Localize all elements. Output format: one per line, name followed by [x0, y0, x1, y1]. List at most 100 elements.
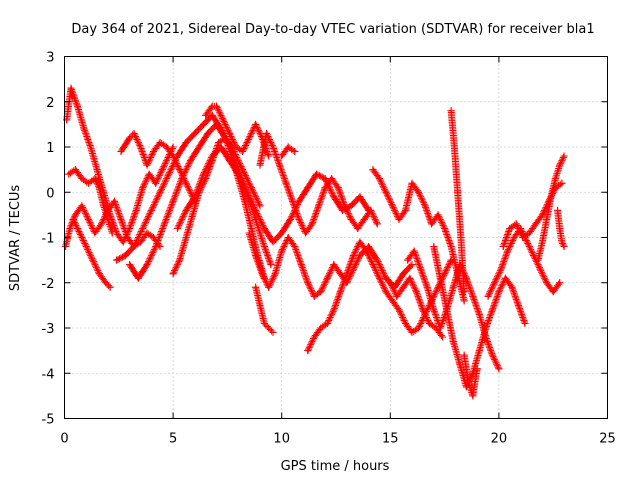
- x-tick-label: 10: [273, 432, 290, 447]
- data-point: [195, 143, 203, 151]
- data-point: [556, 161, 564, 169]
- data-point: [373, 220, 381, 228]
- data-point: [482, 324, 490, 332]
- data-point: [245, 134, 253, 142]
- data-point: [243, 188, 251, 196]
- data-point: [165, 170, 173, 178]
- data-point: [521, 319, 529, 327]
- data-point: [360, 215, 368, 223]
- data-point: [382, 274, 390, 282]
- data-point: [454, 188, 462, 196]
- y-axis-label: SDTVAR / TECUs: [8, 185, 23, 292]
- data-point: [106, 283, 114, 291]
- series-track-21: [460, 351, 481, 400]
- data-point: [497, 265, 505, 273]
- data-point: [506, 224, 514, 232]
- y-tick-label: 2: [46, 96, 54, 111]
- data-point: [200, 170, 208, 178]
- data-point: [369, 166, 377, 174]
- y-tick-label: 1: [46, 141, 54, 156]
- data-point: [91, 229, 99, 237]
- data-point: [508, 283, 516, 291]
- data-point: [226, 157, 234, 165]
- data-point: [436, 274, 444, 282]
- data-point: [373, 256, 381, 264]
- data-point: [265, 283, 273, 291]
- data-point: [173, 224, 181, 232]
- data-point: [256, 202, 264, 210]
- data-point: [302, 229, 310, 237]
- data-point: [78, 202, 86, 210]
- data-point: [169, 143, 177, 151]
- data-point: [382, 188, 390, 196]
- data-point: [130, 129, 138, 137]
- data-point: [182, 179, 190, 187]
- data-point: [160, 220, 168, 228]
- data-point: [362, 247, 370, 255]
- data-point: [525, 229, 533, 237]
- data-point: [66, 224, 74, 232]
- data-point: [95, 270, 103, 278]
- data-point: [519, 234, 527, 241]
- data-point: [428, 220, 436, 228]
- data-point: [178, 175, 186, 183]
- data-point: [291, 243, 299, 251]
- data-point: [417, 265, 425, 273]
- data-point: [163, 143, 171, 151]
- data-point: [295, 215, 303, 223]
- data-point: [501, 274, 509, 282]
- data-point: [399, 283, 407, 291]
- data-point: [221, 134, 229, 142]
- data-point: [347, 202, 355, 210]
- series-track-10: [202, 102, 273, 160]
- data-point: [488, 351, 496, 359]
- data-point: [74, 102, 82, 110]
- data-point: [137, 143, 145, 151]
- data-point: [491, 279, 499, 287]
- data-point: [65, 170, 73, 178]
- data-point: [204, 129, 212, 137]
- data-point: [504, 247, 512, 255]
- data-point: [449, 338, 457, 346]
- data-point: [117, 148, 125, 156]
- series-track-22: [484, 224, 564, 300]
- data-point: [315, 202, 323, 210]
- data-point: [356, 252, 364, 260]
- data-point: [200, 120, 208, 128]
- data-point: [252, 206, 260, 214]
- data-point: [80, 125, 88, 133]
- data-point: [430, 243, 438, 251]
- x-tick-label: 20: [491, 432, 508, 447]
- data-point: [130, 243, 138, 251]
- data-point: [514, 301, 522, 309]
- data-point: [252, 252, 260, 260]
- data-point: [139, 224, 147, 232]
- data-point: [156, 188, 164, 196]
- data-point: [402, 319, 410, 327]
- data-point: [117, 215, 125, 223]
- data-point: [182, 234, 190, 241]
- data-point: [265, 324, 273, 332]
- data-point: [256, 161, 264, 169]
- data-point: [460, 297, 468, 305]
- data-point: [469, 292, 477, 300]
- data-point: [271, 270, 279, 278]
- data-point: [191, 129, 199, 137]
- data-point: [265, 152, 273, 160]
- data-point: [158, 166, 166, 174]
- data-point: [415, 188, 423, 196]
- data-point: [226, 129, 234, 137]
- data-point: [269, 143, 277, 151]
- series-track-13: [256, 129, 381, 237]
- data-point: [156, 138, 164, 146]
- data-point: [108, 229, 116, 237]
- data-point: [438, 333, 446, 341]
- series-track-14: [278, 143, 299, 160]
- series-track-18: [404, 247, 503, 373]
- data-point: [551, 175, 559, 183]
- y-tick-label: -2: [42, 277, 55, 292]
- data-point: [169, 270, 177, 278]
